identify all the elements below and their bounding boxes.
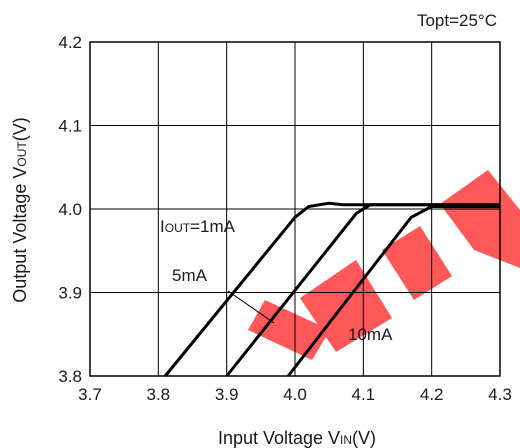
x-tick-label: 3.7 bbox=[78, 385, 102, 404]
y-tick-label: 3.8 bbox=[58, 367, 82, 386]
grid bbox=[89, 41, 501, 377]
y-tick-label: 4.0 bbox=[58, 200, 82, 219]
ticks: 3.7 3.8 3.9 4.0 4.1 4.2 4.33.83.94.04.14.2 bbox=[58, 33, 511, 404]
label-leader-line bbox=[227, 290, 275, 324]
y-tick-label: 3.9 bbox=[58, 284, 82, 303]
y-axis-title: Output Voltage VOUT(V) bbox=[10, 117, 30, 302]
y-tick-label: 4.2 bbox=[58, 33, 82, 52]
x-axis-title: Input Voltage VIN(V) bbox=[218, 428, 376, 448]
series-line-1 bbox=[225, 203, 500, 377]
y-tick-label: 4.1 bbox=[58, 117, 82, 136]
series-label-1: 5mA bbox=[172, 266, 208, 285]
series-label-0: IOUT=1mA bbox=[160, 217, 236, 236]
series-label-2: 10mA bbox=[348, 325, 393, 344]
x-tick-label: 4.2 bbox=[420, 385, 444, 404]
series-layer bbox=[164, 201, 500, 377]
x-tick-label: 4.0 bbox=[283, 385, 307, 404]
series-line-2 bbox=[287, 205, 500, 377]
x-tick-label: 3.9 bbox=[215, 385, 239, 404]
condition-label: Topt=25°C bbox=[417, 11, 497, 30]
x-tick-label: 4.3 bbox=[488, 385, 512, 404]
x-tick-label: 4.1 bbox=[352, 385, 376, 404]
labels-layer: IOUT=1mA 5mA 10mA bbox=[160, 217, 393, 344]
plot-frame bbox=[89, 41, 501, 377]
x-tick-label: 3.8 bbox=[147, 385, 171, 404]
